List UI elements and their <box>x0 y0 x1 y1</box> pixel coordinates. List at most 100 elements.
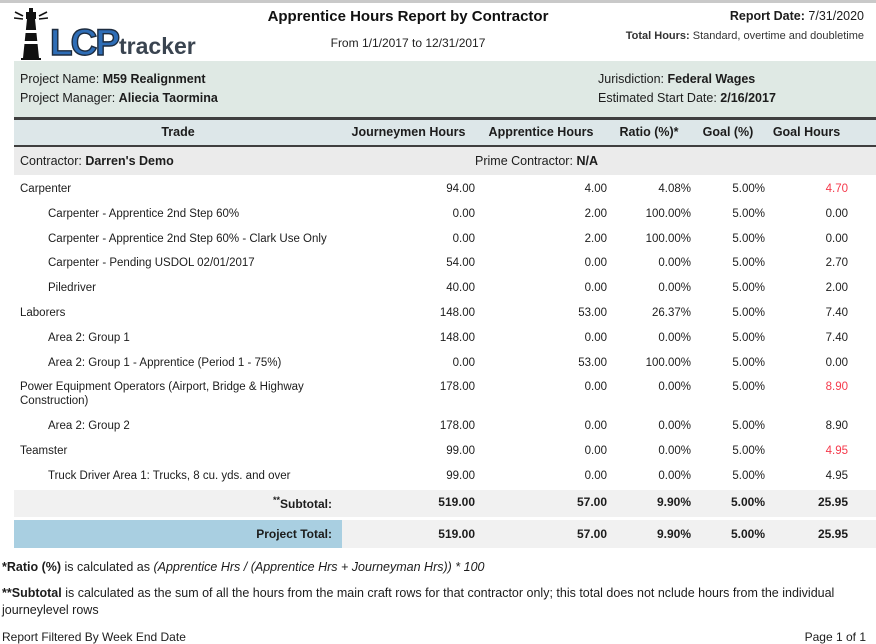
table-row: Carpenter 94.00 4.00 4.08% 5.00% 4.70 <box>14 177 876 202</box>
subtotal-footnote-text: is calculated as the sum of all the hour… <box>2 586 835 617</box>
trade-name: Carpenter - Apprentice 2nd Step 60% <box>48 207 240 220</box>
apprentice-hours-value: 0.00 <box>584 444 607 457</box>
project-total-goal-hours: 25.95 <box>817 527 848 542</box>
subtotal-footnote-term: **Subtotal <box>2 586 62 601</box>
ratio-value: 0.00% <box>658 331 691 344</box>
column-header-ratio: Ratio (%)* <box>619 125 679 139</box>
prime-contractor-value: N/A <box>576 154 598 168</box>
project-name-value: M59 Realignment <box>102 72 206 86</box>
column-header-goal-hours: Goal Hours <box>772 125 841 139</box>
apprentice-hours-value: 4.00 <box>584 183 607 195</box>
apprentice-hours-value: 0.00 <box>584 381 607 394</box>
ratio-value: 0.00% <box>658 469 691 482</box>
goal-hours-value: 2.70 <box>825 257 848 270</box>
goal-value: 5.00% <box>732 331 765 344</box>
subtotal-footnote: **Subtotal is calculated as the sum of a… <box>2 585 870 618</box>
column-header-apprentice-hours: Apprentice Hours <box>488 125 594 139</box>
project-total-label: Project Total: <box>14 520 342 549</box>
subtotal-apprentice: 57.00 <box>576 495 607 510</box>
journeymen-hours-value: 178.00 <box>439 419 475 432</box>
journeymen-hours-value: 94.00 <box>446 183 475 195</box>
apprentice-hours-value: 0.00 <box>584 257 607 270</box>
total-hours-value: Standard, overtime and doubletime <box>692 30 864 42</box>
ratio-value: 100.00% <box>645 232 691 245</box>
estimated-start-label: Estimated Start Date: <box>598 91 717 105</box>
ratio-value: 26.37% <box>651 306 691 319</box>
goal-hours-value: 7.40 <box>825 331 848 344</box>
report-date-label: Report Date: <box>729 9 805 23</box>
table-row: Carpenter - Apprentice 2nd Step 60% - Cl… <box>14 227 876 252</box>
journeymen-hours-value: 148.00 <box>439 331 475 344</box>
table-row: Truck Driver Area 1: Trucks, 8 cu. yds. … <box>14 464 876 489</box>
goal-hours-value: 0.00 <box>825 232 848 245</box>
subtotal-label: **Subtotal: <box>272 495 332 512</box>
column-header-goal: Goal (%) <box>702 125 754 139</box>
ratio-footnote: *Ratio (%) is calculated as (Apprentice … <box>2 560 870 574</box>
table-row: Piledriver 40.00 0.00 0.00% 5.00% 2.00 <box>14 276 876 301</box>
goal-hours-value: 8.90 <box>825 381 848 394</box>
goal-hours-value: 7.40 <box>825 306 848 319</box>
goal-hours-value: 0.00 <box>825 356 848 369</box>
table-row: Carpenter - Pending USDOL 02/01/2017 54.0… <box>14 251 876 276</box>
journeymen-hours-value: 40.00 <box>446 282 475 295</box>
report-date-value: 7/31/2020 <box>808 9 864 23</box>
journeymen-hours-value: 99.00 <box>446 469 475 482</box>
title-block: Apprentice Hours Report by Contractor Fr… <box>120 8 696 50</box>
contractor-name: Darren's Demo <box>85 154 174 168</box>
goal-value: 5.00% <box>732 356 765 369</box>
report-page: LCP tracker Apprentice Hours Report by C… <box>0 3 876 644</box>
apprentice-hours-value: 0.00 <box>584 419 607 432</box>
prime-contractor-label: Prime Contractor: <box>475 154 573 168</box>
project-manager-value: Aliecia Taormina <box>118 91 218 105</box>
table-row: Laborers 148.00 53.00 26.37% 5.00% 7.40 <box>14 301 876 326</box>
report-date-line: Report Date: 7/31/2020 <box>626 9 864 23</box>
prime-contractor-line: Prime Contractor: N/A <box>475 154 598 168</box>
total-hours-line: Total Hours: Standard, overtime and doub… <box>626 30 864 42</box>
ratio-value: 0.00% <box>658 282 691 295</box>
subtotal-journeymen: 519.00 <box>438 495 475 510</box>
trade-name: Power Equipment Operators (Airport, Brid… <box>20 381 304 408</box>
subtotal-goal: 5.00% <box>730 495 765 510</box>
total-hours-label: Total Hours: <box>625 30 690 42</box>
project-info-bar: Project Name: M59 Realignment Project Ma… <box>14 61 876 117</box>
apprentice-hours-value: 0.00 <box>584 331 607 344</box>
report-date-range: From 1/1/2017 to 12/31/2017 <box>330 36 486 50</box>
table-row: Teamster 99.00 0.00 0.00% 5.00% 4.95 <box>14 439 876 464</box>
contractor-label: Contractor: <box>20 154 82 168</box>
ratio-value: 0.00% <box>658 381 691 394</box>
trade-name: Carpenter <box>20 183 72 195</box>
goal-value: 5.00% <box>732 444 765 457</box>
goal-hours-value: 4.70 <box>825 183 848 195</box>
project-total-journeymen: 519.00 <box>438 527 475 542</box>
ratio-footnote-text: is calculated as <box>61 560 154 575</box>
project-info-left: Project Name: M59 Realignment Project Ma… <box>20 67 598 110</box>
jurisdiction-label: Jurisdiction: <box>598 72 664 86</box>
goal-hours-value: 4.95 <box>825 444 848 457</box>
journeymen-hours-value: 148.00 <box>439 306 475 319</box>
project-total-ratio: 9.90% <box>656 527 691 542</box>
journeymen-hours-value: 0.00 <box>452 356 475 369</box>
project-total-apprentice: 57.00 <box>576 527 607 542</box>
table-row: Power Equipment Operators (Airport, Brid… <box>14 375 876 414</box>
trade-name: Piledriver <box>48 282 96 295</box>
logo-text-lcp: LCP <box>49 21 120 63</box>
subtotal-row: **Subtotal: 519.00 57.00 9.90% 5.00% 25.… <box>14 490 876 518</box>
table-header-row: Trade Journeymen Hours Apprentice Hours … <box>14 117 876 147</box>
trade-name: Teamster <box>20 444 68 457</box>
estimated-start-line: Estimated Start Date: 2/16/2017 <box>598 91 866 105</box>
project-manager-label: Project Manager: <box>20 91 116 105</box>
apprentice-hours-value: 0.00 <box>584 282 607 295</box>
logo-text-tracker: tracker <box>119 32 196 59</box>
jurisdiction-line: Jurisdiction: Federal Wages <box>598 72 866 86</box>
project-total-goal: 5.00% <box>730 527 765 542</box>
goal-hours-value: 0.00 <box>825 207 848 220</box>
ratio-footnote-formula: (Apprentice Hrs / (Apprentice Hrs + Jour… <box>153 560 485 575</box>
jurisdiction-value: Federal Wages <box>667 72 756 86</box>
ratio-value: 0.00% <box>658 257 691 270</box>
footnotes: *Ratio (%) is calculated as (Apprentice … <box>0 548 876 618</box>
apprentice-hours-value: 0.00 <box>584 469 607 482</box>
table-row: Area 2: Group 2 178.00 0.00 0.00% 5.00% 8.90 <box>14 414 876 439</box>
apprentice-hours-value: 2.00 <box>584 207 607 220</box>
journeymen-hours-value: 54.00 <box>446 257 475 270</box>
lighthouse-icon <box>14 8 48 60</box>
